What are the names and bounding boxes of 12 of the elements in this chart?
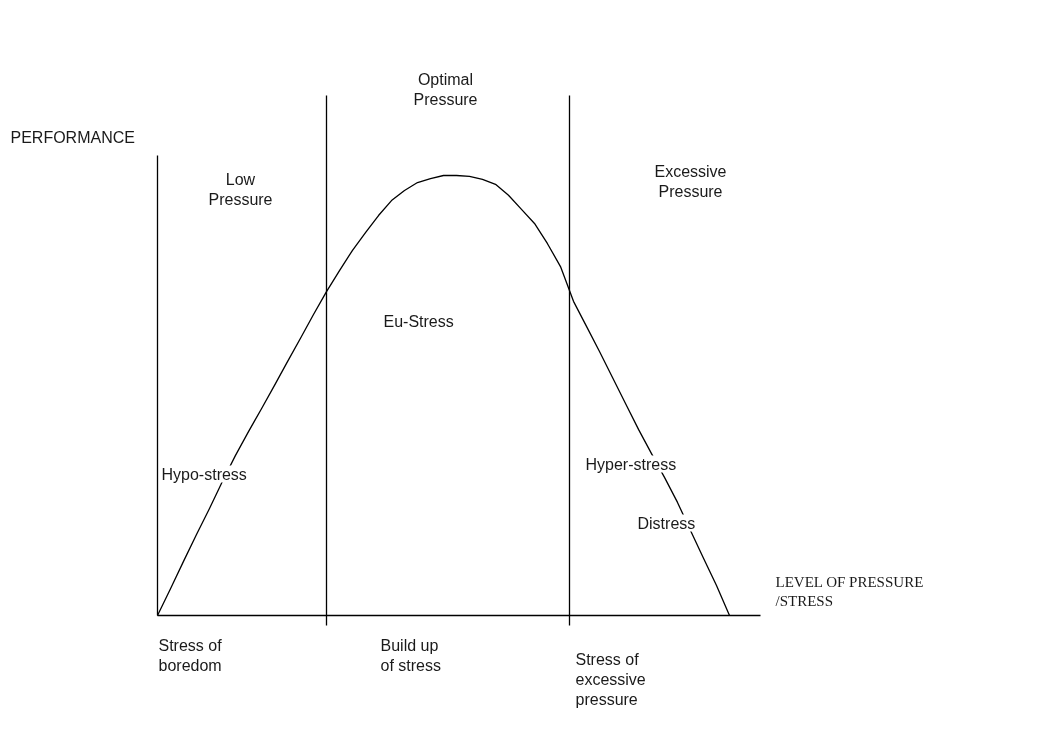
text: Stress of boredom: [158, 636, 223, 674]
annotation: Hypo-stress: [161, 465, 247, 483]
y-axis-title: PERFORMANCE: [10, 128, 135, 146]
annotation: Hyper-stress: [585, 455, 677, 473]
text: Build up of stress: [380, 636, 441, 674]
annotation: Eu-Stress: [383, 312, 454, 330]
text: Stress of excessive pressure: [575, 650, 646, 709]
x-axis-title: LEVEL OF PRESSURE /STRESS: [775, 573, 924, 609]
annotation: Excessive Pressure: [654, 162, 727, 200]
text: Optimal Pressure: [413, 70, 478, 108]
annotation: Distress: [637, 514, 696, 532]
annotation: Low Pressure: [208, 170, 273, 208]
